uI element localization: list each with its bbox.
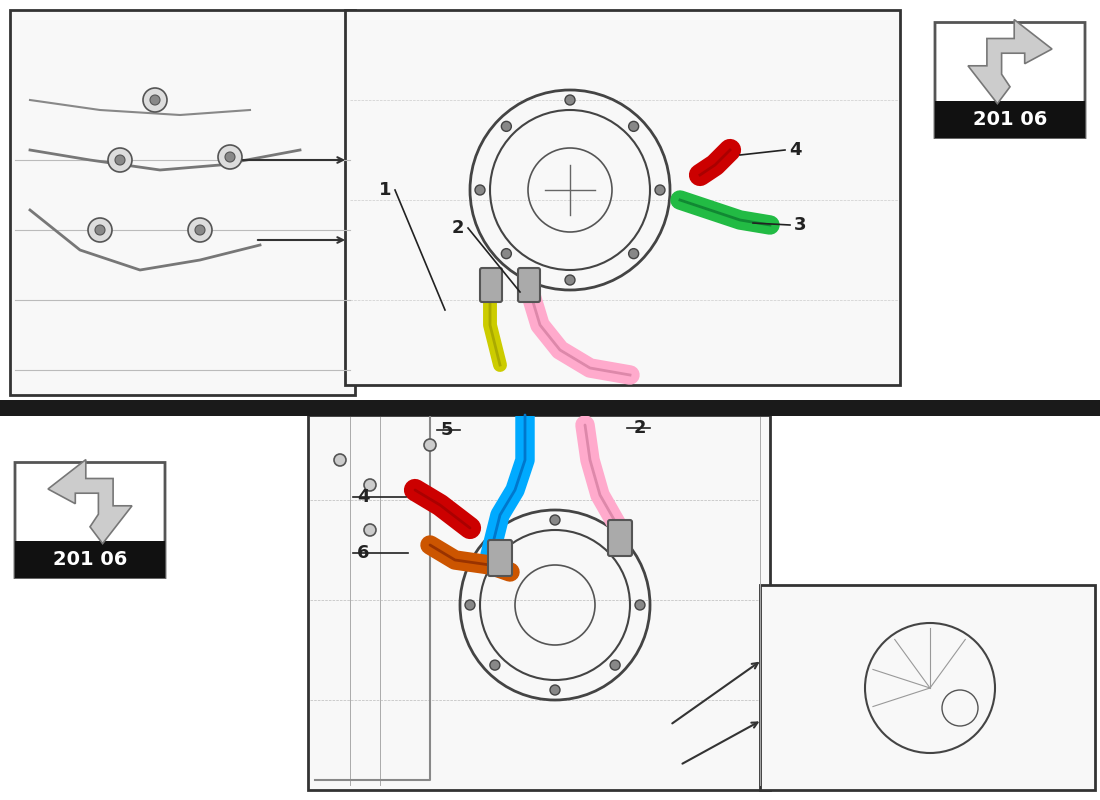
Polygon shape [968,19,1052,104]
Text: 5: 5 [441,421,453,439]
Circle shape [475,185,485,195]
Circle shape [565,95,575,105]
Circle shape [364,479,376,491]
Circle shape [610,540,620,550]
Bar [760,585,1094,790]
FancyBboxPatch shape [608,520,632,556]
Circle shape [88,218,112,242]
Circle shape [550,685,560,695]
Circle shape [188,218,212,242]
Text: 4: 4 [789,141,801,159]
Circle shape [424,439,436,451]
FancyBboxPatch shape [935,22,1085,138]
Text: 201 06: 201 06 [53,550,128,569]
Bar [15,541,165,578]
Circle shape [490,660,499,670]
Circle shape [465,600,475,610]
Circle shape [226,152,235,162]
Circle shape [334,454,346,466]
Circle shape [502,122,512,131]
Circle shape [502,249,512,258]
Text: 6: 6 [356,544,370,562]
Circle shape [218,145,242,169]
Circle shape [195,225,205,235]
Circle shape [490,540,499,550]
Circle shape [550,515,560,525]
Text: 3: 3 [794,216,806,234]
Circle shape [635,600,645,610]
Circle shape [628,249,639,258]
Circle shape [108,148,132,172]
Bar [308,415,770,790]
FancyBboxPatch shape [480,268,502,302]
Bar [935,101,1085,138]
FancyBboxPatch shape [488,540,512,576]
Text: 1: 1 [378,181,392,199]
Circle shape [610,660,620,670]
Circle shape [364,524,376,536]
Circle shape [654,185,666,195]
Circle shape [628,122,639,131]
Circle shape [95,225,104,235]
Circle shape [150,95,160,105]
Text: 4: 4 [356,488,370,506]
Bar [10,10,355,395]
FancyBboxPatch shape [15,462,165,578]
Text: 201 06: 201 06 [972,110,1047,129]
Circle shape [143,88,167,112]
Text: 2: 2 [452,219,464,237]
Text: 2: 2 [634,419,647,437]
Circle shape [565,275,575,285]
Polygon shape [48,459,132,544]
FancyBboxPatch shape [518,268,540,302]
Bar [345,10,900,385]
Bar [0,400,1100,416]
Circle shape [116,155,125,165]
